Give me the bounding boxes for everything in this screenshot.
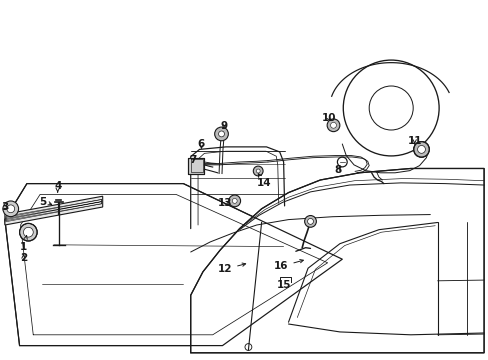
Circle shape [253, 166, 263, 176]
Polygon shape [5, 184, 342, 346]
Text: 6: 6 [198, 139, 204, 149]
Text: 9: 9 [220, 121, 227, 131]
Text: 5: 5 [40, 197, 46, 207]
Circle shape [307, 219, 313, 224]
Text: 15: 15 [276, 280, 290, 290]
Circle shape [20, 224, 37, 241]
Polygon shape [190, 168, 483, 353]
Circle shape [7, 205, 15, 213]
Text: 4: 4 [54, 181, 61, 192]
Circle shape [326, 119, 339, 132]
Text: 10: 10 [321, 113, 335, 123]
Text: 2: 2 [20, 253, 27, 264]
Text: 13: 13 [217, 198, 232, 208]
Text: 3: 3 [1, 202, 8, 212]
Text: 8: 8 [334, 165, 341, 175]
Text: 12: 12 [217, 263, 245, 274]
Circle shape [3, 201, 19, 217]
Circle shape [417, 145, 425, 153]
Text: 1: 1 [20, 236, 27, 252]
Circle shape [228, 195, 240, 207]
Circle shape [218, 131, 224, 137]
Polygon shape [5, 196, 102, 225]
Circle shape [330, 122, 336, 128]
Circle shape [23, 227, 33, 237]
Text: 16: 16 [273, 260, 303, 271]
Circle shape [256, 169, 260, 173]
Circle shape [214, 127, 228, 141]
Circle shape [413, 141, 428, 157]
Text: 7: 7 [188, 155, 196, 165]
Text: 11: 11 [407, 136, 421, 146]
Circle shape [232, 198, 237, 203]
Text: 14: 14 [256, 174, 271, 188]
Polygon shape [188, 158, 204, 174]
Circle shape [304, 216, 316, 227]
